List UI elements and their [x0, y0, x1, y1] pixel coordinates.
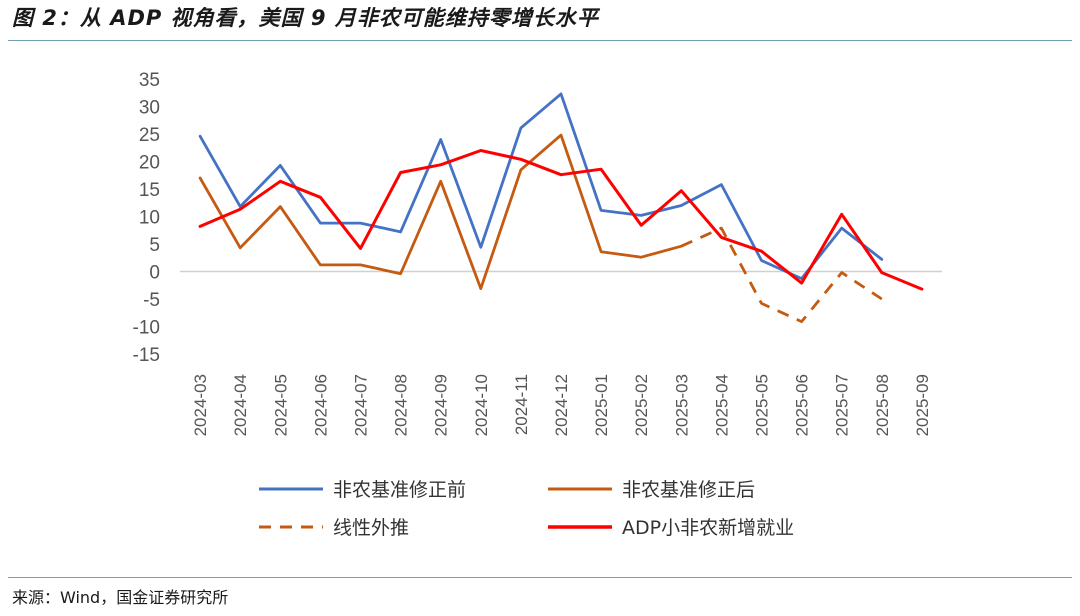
x-tick-label: 2024-05: [271, 374, 290, 436]
x-tick-label: 2024-08: [392, 374, 411, 436]
y-tick-label: 0: [149, 263, 160, 284]
y-tick-label: 35: [139, 70, 160, 91]
x-tick-label: 2024-04: [231, 374, 250, 436]
x-tick-label: 2024-06: [311, 374, 330, 436]
source-note: 来源：Wind，国金证券研究所: [12, 588, 229, 607]
legend-label: 非农基准修正后: [622, 479, 755, 501]
legend-label: 非农基准修正前: [333, 479, 466, 501]
figure-title: 图 2：从 ADP 视角看，美国 9 月非农可能维持零增长水平: [12, 6, 599, 30]
x-tick-label: 2025-08: [873, 374, 892, 436]
legend-label: ADP小非农新增就业: [622, 517, 794, 539]
x-tick-label: 2025-03: [672, 374, 691, 436]
x-tick-label: 2025-02: [632, 374, 651, 436]
x-tick-label: 2024-11: [512, 374, 531, 435]
series-line-1: [198, 133, 683, 290]
x-tick-label: 2025-06: [793, 374, 812, 436]
x-tick-label: 2024-03: [191, 374, 210, 436]
series-line-0: [198, 92, 884, 280]
y-tick-label: 5: [149, 235, 160, 256]
x-tick-label: 2024-10: [472, 374, 491, 436]
y-tick-label: 20: [139, 153, 160, 174]
series-line-3: [198, 149, 924, 291]
x-tick-label: 2025-09: [913, 374, 932, 436]
series-line-2: [680, 226, 883, 323]
y-tick-label: -5: [143, 290, 160, 311]
series-lines: [198, 92, 924, 323]
y-tick-label: 10: [139, 208, 160, 229]
x-tick-label: 2024-09: [432, 374, 451, 436]
x-tick-label: 2025-01: [592, 374, 611, 436]
y-tick-label: -15: [133, 345, 160, 366]
x-tick-label: 2025-07: [833, 374, 852, 436]
x-tick-label: 2025-04: [712, 374, 731, 436]
y-tick-label: -10: [133, 318, 160, 339]
y-tick-label: 15: [139, 180, 160, 201]
y-axis: -15 -10 -5 0 5 10 15 20 25 30 35: [133, 70, 160, 366]
x-tick-label: 2024-12: [552, 374, 571, 436]
x-tick-label: 2024-07: [351, 374, 370, 436]
title-divider: [8, 40, 1072, 41]
source-divider: [8, 577, 1072, 578]
x-axis: 2024-03 2024-04 2024-05 2024-06 2024-07 2024-…: [180, 270, 942, 436]
y-tick-label: 25: [139, 125, 160, 146]
x-tick-label: 2025-05: [753, 374, 772, 436]
y-tick-label: 30: [139, 98, 160, 119]
legend-label: 线性外推: [333, 517, 409, 539]
